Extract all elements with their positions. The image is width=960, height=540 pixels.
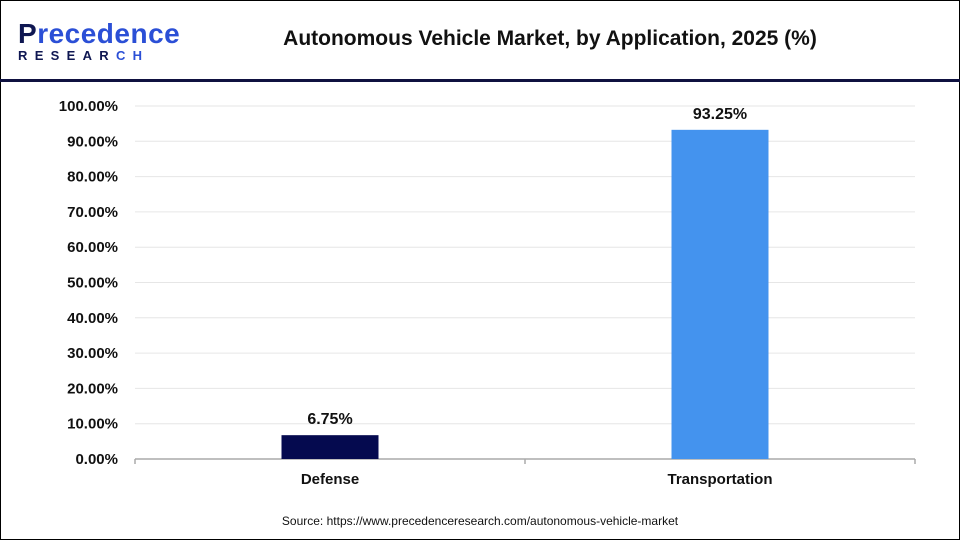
header: Precedence RESEARCH Autonomous Vehicle M… xyxy=(0,0,960,82)
y-tick-label: 30.00% xyxy=(67,345,118,362)
data-label: 93.25% xyxy=(693,106,747,123)
y-tick-label: 60.00% xyxy=(67,239,118,256)
y-tick-label: 10.00% xyxy=(67,416,118,433)
x-category-label: Defense xyxy=(301,471,359,488)
y-tick-label: 80.00% xyxy=(67,169,118,186)
y-tick-label: 70.00% xyxy=(67,204,118,221)
chart-title: Autonomous Vehicle Market, by Applicatio… xyxy=(283,27,817,50)
y-tick-label: 50.00% xyxy=(67,275,118,292)
bar-defense xyxy=(281,435,379,459)
x-category-label: Transportation xyxy=(667,471,772,488)
bar-transportation xyxy=(671,129,769,459)
source-note: Source: https://www.precedenceresearch.c… xyxy=(281,514,679,528)
y-tick-label: 90.00% xyxy=(67,133,118,150)
y-tick-label: 0.00% xyxy=(75,451,118,468)
data-label: 6.75% xyxy=(307,411,352,428)
y-tick-label: 100.00% xyxy=(59,98,118,115)
y-tick-label: 40.00% xyxy=(67,310,118,327)
y-tick-label: 20.00% xyxy=(67,380,118,397)
precedence-research-logo: Precedence RESEARCH xyxy=(18,18,181,63)
